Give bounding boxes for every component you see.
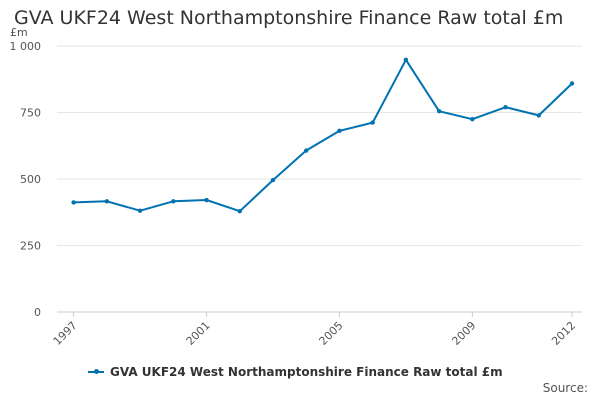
data-point[interactable]	[270, 177, 276, 183]
y-tick-label: 500	[20, 173, 41, 186]
data-point[interactable]	[337, 128, 342, 134]
x-tick-label: 2001	[184, 319, 213, 348]
data-point[interactable]	[137, 208, 143, 213]
legend-label: GVA UKF24 West Northamptonshire Finance …	[110, 365, 503, 379]
gridlines	[57, 45, 582, 313]
chart-title: GVA UKF24 West Northamptonshire Finance …	[14, 7, 564, 29]
data-point[interactable]	[71, 200, 76, 205]
legend-line-marker-icon	[88, 367, 104, 377]
y-axis-unit-label: £m	[10, 26, 28, 39]
y-tick-label: 0	[34, 306, 41, 319]
series-line	[73, 58, 573, 213]
data-point[interactable]	[237, 208, 242, 214]
data-point[interactable]	[171, 199, 176, 204]
x-tick-label: 2012	[549, 319, 578, 348]
source-label: Source:	[542, 381, 588, 395]
legend[interactable]: GVA UKF24 West Northamptonshire Finance …	[88, 365, 503, 379]
data-point[interactable]	[104, 199, 110, 204]
y-tick-label: 750	[20, 107, 41, 120]
data-point[interactable]	[436, 108, 442, 114]
y-axis: 0 250 500 750 1 000	[10, 40, 42, 319]
x-tick-label: 2005	[317, 319, 346, 348]
data-point[interactable]	[536, 113, 542, 118]
data-point[interactable]	[470, 116, 475, 122]
data-point[interactable]	[304, 148, 309, 153]
data-point[interactable]	[370, 120, 375, 125]
x-tick-label: 2009	[449, 319, 478, 348]
y-tick-label: 1 000	[10, 40, 42, 53]
x-axis: 1997 2001 2005 2009 2012	[51, 311, 582, 348]
x-tick-label: 1997	[51, 319, 80, 348]
series-layer	[71, 57, 575, 214]
data-point[interactable]	[204, 197, 209, 203]
data-point[interactable]	[403, 57, 409, 63]
data-point[interactable]	[503, 104, 508, 110]
y-tick-label: 250	[20, 240, 41, 253]
data-point[interactable]	[569, 81, 575, 86]
